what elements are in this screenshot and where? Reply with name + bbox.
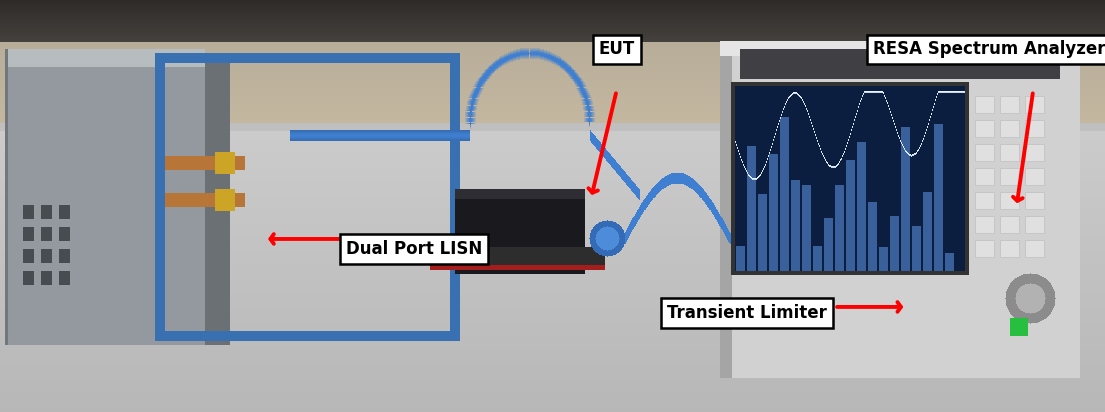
Text: EUT: EUT	[599, 40, 634, 59]
Text: RESA Spectrum Analyzer: RESA Spectrum Analyzer	[873, 40, 1105, 59]
Text: Transient Limiter: Transient Limiter	[667, 304, 827, 322]
Text: Dual Port LISN: Dual Port LISN	[346, 240, 483, 258]
